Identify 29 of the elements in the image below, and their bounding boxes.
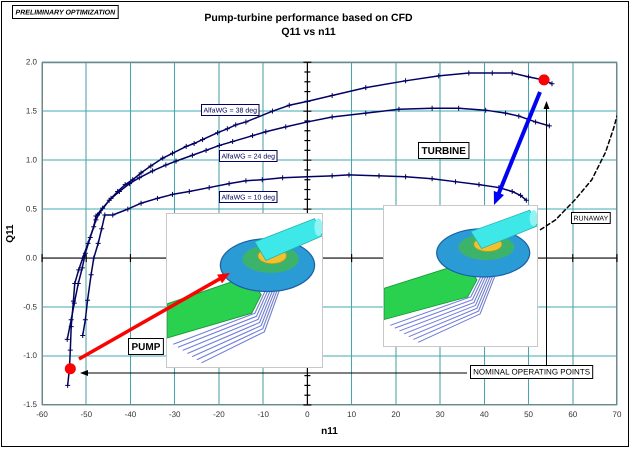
annotation: PUMP	[131, 342, 161, 353]
y-axis-title: Q11	[4, 224, 16, 243]
y-tick-label: 1.5	[26, 106, 38, 116]
y-tick-label: 0.0	[26, 253, 38, 262]
x-axis-title: n11	[321, 426, 338, 437]
chart-subtitle: Q11 vs n11	[281, 26, 336, 38]
x-tick-label: -60	[36, 410, 48, 420]
x-tick-label: -30	[168, 410, 182, 420]
x-tick-label: 0	[305, 410, 310, 420]
x-tick-label: -50	[80, 410, 93, 420]
y-tick-label: -1.5	[23, 400, 38, 410]
x-tick-label: -20	[213, 410, 226, 420]
x-tick-label: 70	[612, 410, 622, 420]
x-tick-label: 30	[436, 410, 446, 420]
y-tick-label: 0.5	[26, 204, 38, 214]
chart-title: Pump-turbine performance based on CFD	[204, 12, 414, 24]
x-tick-label: 20	[391, 410, 401, 420]
annotation: TURBINE	[421, 146, 466, 157]
x-tick-label: 50	[524, 410, 534, 420]
y-tick-label: -0.5	[23, 302, 38, 312]
x-tick-label: 40	[480, 410, 490, 420]
x-tick-label: 10	[347, 410, 357, 420]
y-tick-label: 1.0	[26, 155, 38, 164]
x-tick-label: -40	[124, 410, 137, 420]
y-tick-label: 2.0	[26, 57, 38, 66]
y-tick-label: -1.0	[23, 351, 38, 360]
x-tick-label: -10	[257, 410, 270, 420]
x-tick-label: 60	[568, 410, 578, 420]
annotation: NOMINAL OPERATING POINTS	[473, 368, 590, 377]
